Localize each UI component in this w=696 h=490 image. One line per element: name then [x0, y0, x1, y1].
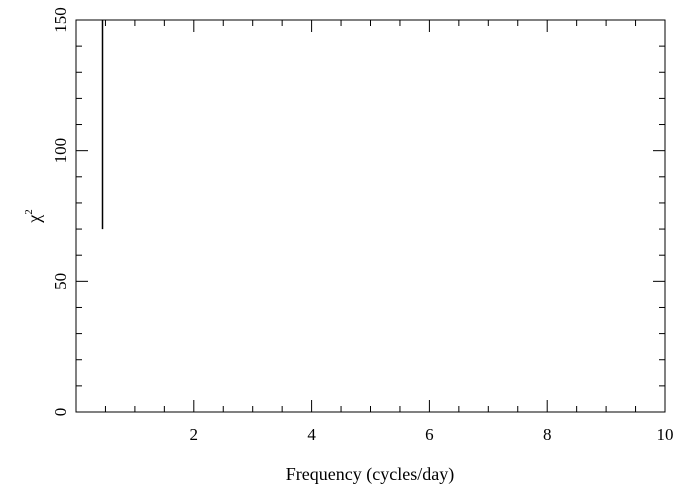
y-tick-label: 150 [51, 7, 70, 33]
x-axis-tick-labels: 2 4 6 8 10 [190, 425, 674, 444]
y-axis-ticks [76, 45, 665, 387]
plot-frame [75, 19, 666, 413]
x-axis-ticks [104, 20, 666, 412]
x-axis-title: Frequency (cycles/day) [286, 464, 454, 485]
y-tick-label: 50 [51, 273, 70, 290]
x-tick-label: 8 [543, 425, 552, 444]
x-tick-label: 10 [657, 425, 674, 444]
x-tick-label: 6 [425, 425, 434, 444]
svg-text:χ2: χ2 [23, 209, 44, 224]
x-tick-label: 4 [307, 425, 316, 444]
y-axis-title-symbol: χ [24, 215, 44, 224]
y-tick-label: 100 [51, 138, 70, 164]
x-tick-label: 2 [190, 425, 199, 444]
y-tick-label: 0 [51, 408, 70, 417]
y-axis-title: χ2 [23, 209, 44, 224]
y-axis-title-superscript: 2 [23, 209, 35, 215]
y-axis-tick-labels: 0 50 100 150 [51, 7, 70, 416]
